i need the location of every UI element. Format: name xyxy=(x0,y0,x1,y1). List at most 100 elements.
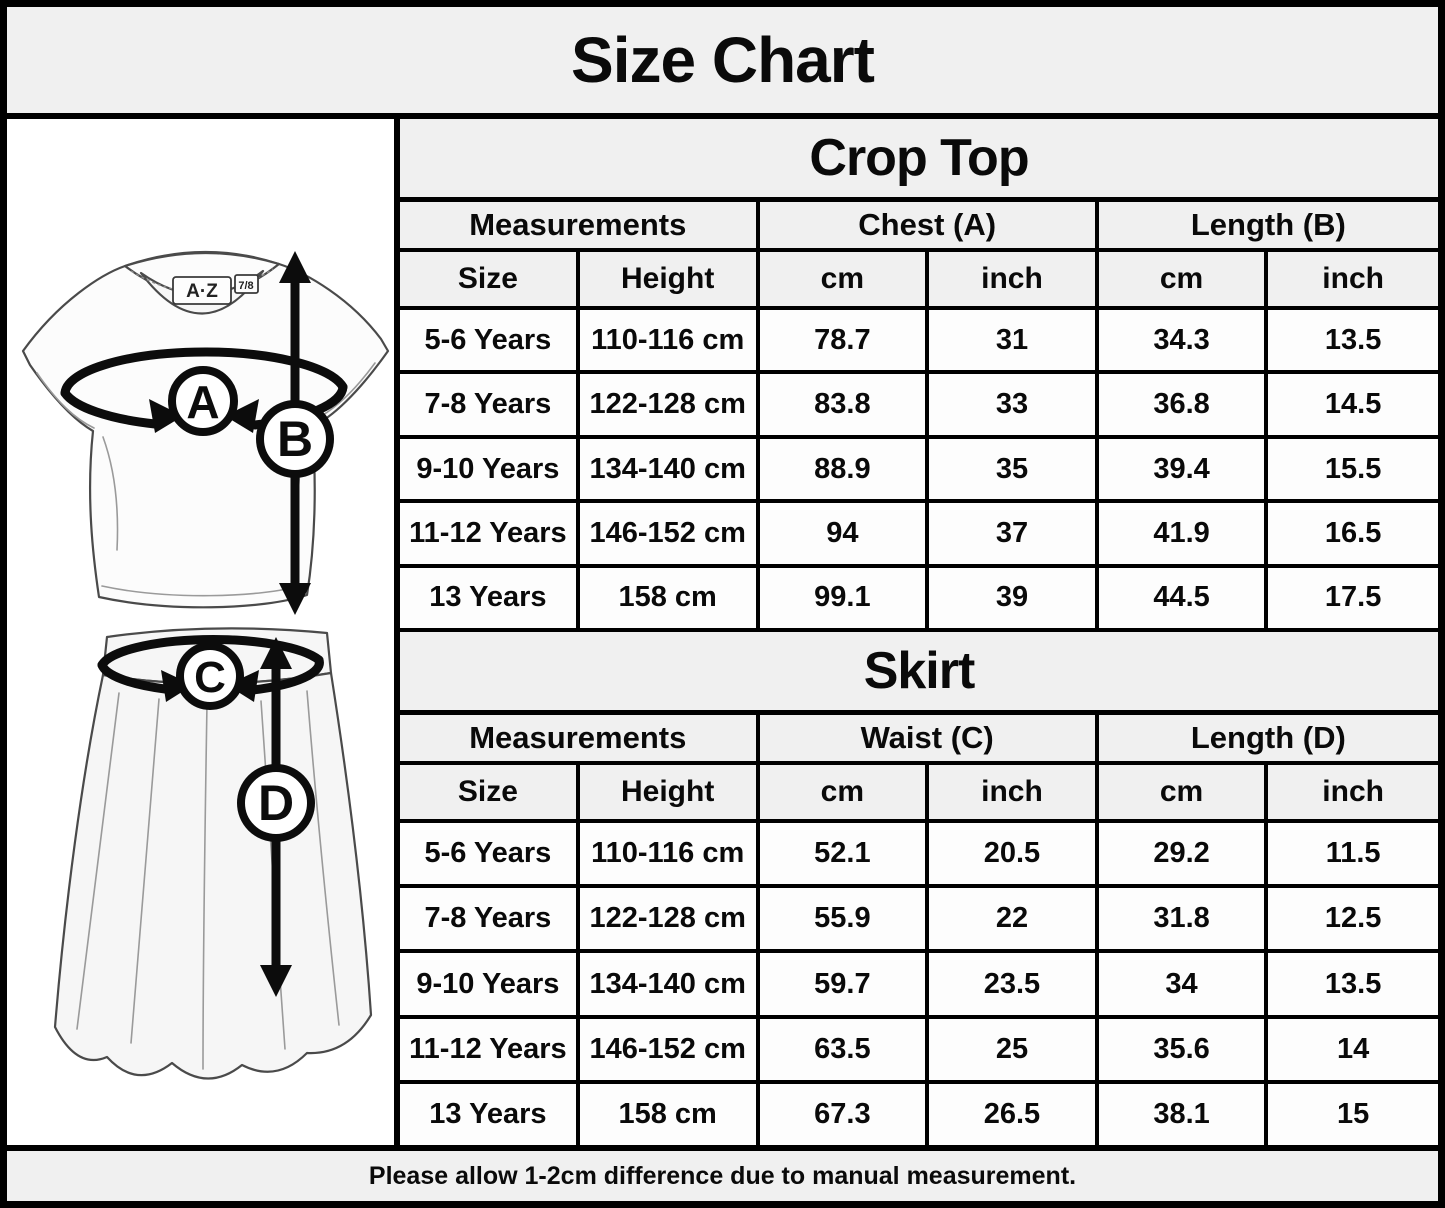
page-title: Size Chart xyxy=(571,24,875,96)
column-header: cm xyxy=(759,765,930,819)
column-header-row: Size Height cm inch cm inch xyxy=(400,765,1438,823)
chest-label: A xyxy=(186,376,219,428)
value-cell: 59.7 xyxy=(760,953,930,1015)
value-cell: 34.3 xyxy=(1099,310,1269,371)
section-title: Skirt xyxy=(400,632,1438,715)
top-length-label: B xyxy=(277,411,313,467)
size-cell: 13 Years xyxy=(400,567,580,629)
group-header: Waist (C) xyxy=(759,715,1099,761)
table-row: 9-10 Years 134-140 cm 88.9 35 39.4 15.5 xyxy=(400,438,1438,504)
value-cell: 14.5 xyxy=(1324,388,1382,421)
table-row: 9-10 Years 134-140 cm 59.7 23.5 34 13.5 xyxy=(400,953,1438,1019)
brand-tag-text: A·Z xyxy=(186,281,218,302)
value-cell: 99.1 xyxy=(760,567,930,629)
group-header-row: Measurements Chest (A) Length (B) xyxy=(400,202,1438,252)
column-header: cm xyxy=(759,252,930,306)
column-header-row: Size Height cm inch cm inch xyxy=(400,252,1438,310)
value-cell: 22 xyxy=(929,888,1099,950)
main-area: A·Z 7/8 A xyxy=(7,119,1438,1146)
value-cell: 13.5 xyxy=(1324,323,1382,356)
value-cell: 67.3 xyxy=(760,1083,930,1146)
value-cell: 12.5 xyxy=(1324,902,1382,935)
size-cell: 13 Years xyxy=(400,1083,580,1146)
skirt-length-label: D xyxy=(258,775,294,831)
chest-label-badge xyxy=(168,366,238,436)
value-cell: 110-116 cm xyxy=(580,823,760,885)
value-cell: 35.6 xyxy=(1099,1018,1269,1080)
value-cell: 158 cm xyxy=(580,1083,760,1146)
table-row: 5-6 Years 110-116 cm 52.1 20.5 29.2 11.5 xyxy=(400,823,1438,889)
value-cell: 122-128 cm xyxy=(580,374,760,435)
tables-panel: Crop Top Measurements Chest (A) Length (B) S… xyxy=(400,119,1438,1146)
value-cell: 55.9 xyxy=(760,888,930,950)
value-cell: 122-128 cm xyxy=(580,888,760,950)
column-header: inch xyxy=(929,252,1099,306)
column-header: inch xyxy=(929,765,1099,819)
value-cell: 39 xyxy=(929,567,1099,629)
column-header: Size xyxy=(400,765,580,819)
size-cell: 7-8 Years xyxy=(400,888,580,950)
value-cell: 29.2 xyxy=(1099,823,1269,885)
table-row: 7-8 Years 122-128 cm 83.8 33 36.8 14.5 xyxy=(400,374,1438,439)
value-cell: 39.4 xyxy=(1099,438,1269,500)
value-cell: 38.1 xyxy=(1099,1083,1269,1146)
value-cell: 14 xyxy=(1337,1032,1370,1065)
title-bar: Size Chart xyxy=(7,7,1438,119)
top-length-measure-arrow: B xyxy=(256,251,334,615)
value-cell: 13.5 xyxy=(1324,967,1382,1000)
value-cell: 36.8 xyxy=(1099,374,1269,435)
column-header: Size xyxy=(400,252,580,306)
illustration-panel: A·Z 7/8 A xyxy=(7,119,400,1145)
value-cell: 11.5 xyxy=(1325,837,1381,870)
waist-label: C xyxy=(194,653,226,702)
measurement-guide-illustration: A·Z 7/8 A xyxy=(21,250,390,1080)
section-title: Crop Top xyxy=(400,119,1438,202)
value-cell: 94 xyxy=(760,503,930,564)
group-header-row: Measurements Waist (C) Length (D) xyxy=(400,715,1438,765)
column-header: cm xyxy=(1098,252,1269,306)
value-cell: 158 cm xyxy=(580,567,760,629)
value-cell: 146-152 cm xyxy=(580,503,760,564)
size-cell: 9-10 Years xyxy=(400,438,580,500)
value-cell: 16.5 xyxy=(1324,516,1382,549)
column-header: inch xyxy=(1268,765,1438,819)
value-cell: 134-140 cm xyxy=(580,438,760,500)
size-table-section-1: Skirt Measurements Waist (C) Length (D) Size… xyxy=(400,632,1438,1146)
size-cell: 11-12 Years xyxy=(400,1018,580,1080)
table-row: 13 Years 158 cm 67.3 26.5 38.1 15 xyxy=(400,1083,1438,1146)
value-cell: 88.9 xyxy=(760,438,930,500)
group-header: Length (B) xyxy=(1098,202,1438,248)
table-row: 11-12 Years 146-152 cm 94 37 41.9 16.5 xyxy=(400,503,1438,568)
value-cell: 41.9 xyxy=(1099,503,1269,564)
value-cell: 15 xyxy=(1337,1097,1370,1130)
size-cell: 11-12 Years xyxy=(400,503,580,564)
value-cell: 63.5 xyxy=(760,1018,930,1080)
value-cell: 20.5 xyxy=(929,823,1099,885)
skirt-length-badge xyxy=(237,764,315,842)
column-header: cm xyxy=(1098,765,1269,819)
size-cell: 7-8 Years xyxy=(400,374,580,435)
value-cell: 34 xyxy=(1099,953,1269,1015)
footer-note-bar: Please allow 1-2cm difference due to man… xyxy=(7,1145,1438,1201)
table-row: 7-8 Years 122-128 cm 55.9 22 31.8 12.5 xyxy=(400,888,1438,954)
waist-label-badge xyxy=(176,642,244,710)
column-header: Height xyxy=(579,252,760,306)
value-cell: 26.5 xyxy=(929,1083,1099,1146)
waist-measure-arrow: C xyxy=(97,634,324,710)
brand-tag-box xyxy=(172,276,232,305)
value-cell: 37 xyxy=(929,503,1099,564)
skirt-length-measure-arrow: D xyxy=(237,637,315,997)
size-table-section-0: Crop Top Measurements Chest (A) Length (B) S… xyxy=(400,119,1438,633)
top-length-badge xyxy=(256,400,334,478)
value-cell: 35 xyxy=(929,438,1099,500)
value-cell: 15.5 xyxy=(1324,452,1382,485)
column-header: Height xyxy=(579,765,760,819)
size-tag-box xyxy=(234,274,259,294)
group-header: Length (D) xyxy=(1098,715,1438,761)
value-cell: 83.8 xyxy=(760,374,930,435)
value-cell: 31 xyxy=(929,310,1099,371)
size-cell: 5-6 Years xyxy=(400,310,580,371)
table-row: 13 Years 158 cm 99.1 39 44.5 17.5 xyxy=(400,567,1438,633)
value-cell: 52.1 xyxy=(760,823,930,885)
